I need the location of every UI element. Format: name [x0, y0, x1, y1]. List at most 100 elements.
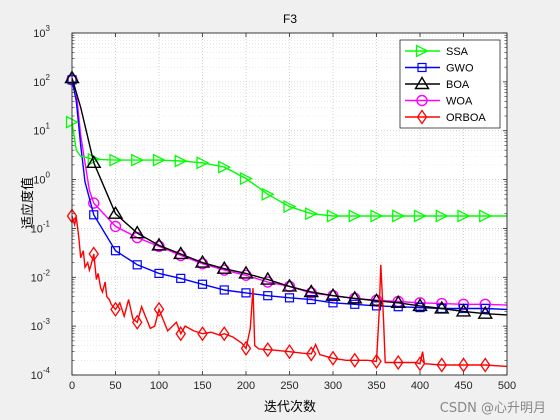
x-tick-label: 150	[193, 380, 211, 392]
legend: SSA GWO BOA WOA ORBOA	[399, 39, 501, 129]
marker-boa	[434, 300, 450, 314]
marker-woa	[479, 298, 491, 310]
y-tick-label: 10-1	[31, 219, 51, 235]
x-tick-label: 0	[69, 380, 75, 392]
axes-frame	[71, 32, 508, 376]
x-tick-label: 350	[367, 380, 385, 392]
marker-gwo	[350, 299, 360, 309]
marker-orboa	[479, 357, 491, 373]
marker-ssa	[218, 160, 232, 174]
y-tick-label: 103	[33, 24, 50, 40]
series-ssa	[65, 115, 507, 223]
series-line-boa	[71, 77, 508, 316]
y-axis-label: 适应度值	[20, 177, 36, 229]
marker-ssa	[479, 209, 493, 223]
marker-ssa	[413, 209, 427, 223]
watermark: CSDN @心升明月	[439, 401, 546, 416]
marker-orboa	[414, 356, 426, 372]
marker-boa	[325, 287, 341, 301]
marker-gwo	[480, 303, 490, 314]
chart-title: F3	[283, 12, 297, 26]
grid	[71, 32, 508, 376]
marker-woa	[457, 298, 470, 310]
marker-orboa	[392, 354, 404, 371]
series-line-ssa	[71, 121, 507, 217]
marker-orboa	[371, 353, 382, 370]
marker-ssa	[348, 209, 362, 223]
marker-orboa	[197, 326, 208, 342]
legend-marker	[415, 44, 429, 58]
plot-frame	[71, 32, 508, 376]
x-tick-label: 500	[498, 380, 516, 392]
marker-boa	[390, 294, 406, 309]
series-orboa	[66, 208, 508, 373]
legend-marker	[416, 94, 428, 107]
marker-ssa	[174, 154, 188, 168]
marker-boa	[86, 154, 102, 169]
x-axis-label: 迭代次数	[264, 399, 316, 415]
marker-ssa	[109, 153, 123, 167]
marker-ssa	[435, 209, 449, 223]
marker-ssa	[305, 207, 319, 221]
marker-orboa	[131, 314, 143, 330]
y-tick-label: 10-2	[31, 268, 51, 284]
marker-ssa	[239, 171, 253, 186]
series-layer	[64, 70, 508, 373]
legend-item-woa: WOA	[405, 94, 473, 108]
marker-orboa	[458, 357, 469, 373]
marker-orboa	[305, 346, 317, 362]
marker-gwo	[154, 268, 164, 279]
legend-item-gwo: GWO	[405, 63, 474, 75]
y-tick-label: 10-3	[31, 317, 51, 333]
x-tick-label: 250	[280, 380, 298, 392]
marker-woa	[109, 220, 122, 233]
series-line-orboa	[71, 215, 508, 368]
marker-boa	[107, 205, 124, 219]
marker-ssa	[283, 200, 297, 214]
marker-gwo	[176, 273, 186, 283]
marker-orboa	[240, 340, 252, 357]
marker-boa	[151, 237, 167, 251]
marker-boa	[260, 271, 276, 285]
marker-woa	[88, 197, 100, 209]
marker-ssa	[131, 153, 145, 167]
marker-gwo	[219, 285, 229, 295]
marker-ssa	[370, 209, 384, 223]
legend-item-ssa: SSA	[405, 44, 469, 58]
marker-orboa	[262, 342, 274, 358]
marker-gwo	[197, 279, 208, 289]
marker-gwo	[328, 298, 338, 308]
marker-boa	[129, 225, 145, 239]
marker-gwo	[241, 288, 251, 298]
marker-gwo	[132, 260, 142, 270]
marker-gwo	[110, 246, 121, 256]
series-line-woa	[71, 79, 508, 306]
marker-boa	[173, 246, 189, 260]
marker-boa	[477, 305, 493, 319]
marker-orboa	[110, 301, 121, 318]
marker-boa	[303, 284, 319, 298]
marker-ssa	[196, 156, 210, 170]
y-tick-label: 102	[33, 73, 50, 89]
x-tick-label: 400	[411, 380, 429, 392]
x-tick-label: 50	[109, 380, 121, 392]
legend-label: SSA	[446, 46, 469, 58]
legend-label: ORBOA	[446, 112, 486, 124]
legend-marker	[416, 109, 428, 125]
legend-label: WOA	[446, 96, 473, 108]
marker-gwo	[89, 210, 99, 220]
marker-boa	[216, 260, 232, 274]
y-tick-label: 10-4	[31, 366, 51, 382]
marker-ssa	[152, 153, 166, 167]
x-tick-label: 450	[454, 380, 472, 392]
marker-orboa	[153, 301, 165, 318]
marker-orboa	[436, 357, 448, 373]
marker-gwo	[284, 293, 295, 303]
y-tick-label: 100	[33, 171, 50, 187]
x-tick-label: 100	[150, 380, 168, 392]
marker-boa	[194, 254, 211, 268]
marker-orboa	[327, 350, 339, 366]
x-tick-label: 200	[237, 380, 255, 392]
marker-boa	[238, 265, 254, 279]
marker-orboa	[284, 344, 295, 360]
